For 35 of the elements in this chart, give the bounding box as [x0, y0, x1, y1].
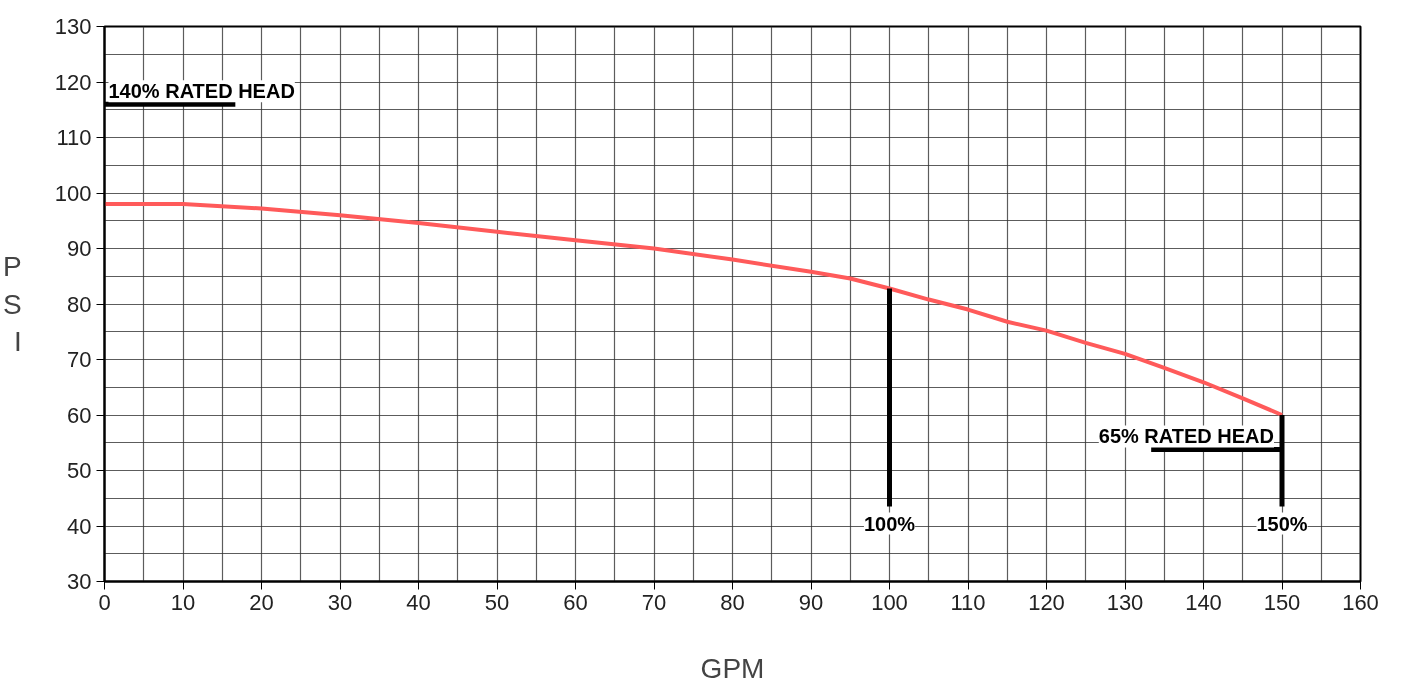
x-tick-label: 130: [1106, 589, 1144, 615]
x-tick-label: 50: [484, 589, 510, 615]
ref-line-label: 150%: [1256, 512, 1308, 535]
y-tick-label: 110: [56, 125, 92, 150]
y-axis-title: PSI: [3, 251, 22, 357]
ref-line-label: 100%: [863, 512, 916, 535]
x-tick-label: 0: [98, 589, 111, 615]
x-tick-label: 40: [406, 589, 431, 615]
x-tick-label: 110: [950, 589, 986, 615]
y-tick-label: 90: [67, 236, 92, 261]
y-tick-label: 30: [67, 569, 92, 594]
x-tick-label: 70: [641, 589, 667, 615]
x-tick-label: 120: [1028, 589, 1065, 615]
y-tick-label: 60: [67, 402, 92, 428]
y-tick-label: 40: [67, 513, 92, 539]
x-tick-label: 90: [798, 589, 824, 615]
ref-line-label: 65% RATED HEAD: [1098, 425, 1274, 448]
x-tick-label: 20: [249, 589, 274, 615]
x-tick-label: 10: [170, 589, 196, 615]
y-tick-label: 100: [54, 180, 92, 206]
x-tick-label: 60: [563, 589, 588, 615]
x-tick-label: 80: [720, 589, 745, 615]
y-tick-label: 120: [54, 69, 92, 95]
ref-line-label: 140% RATED HEAD: [108, 80, 295, 103]
x-tick-label: 150: [1263, 589, 1301, 615]
y-tick-label: 130: [54, 14, 92, 39]
x-tick-label: 30: [327, 589, 353, 615]
x-tick-label: 100: [871, 589, 908, 615]
y-tick-label: 70: [67, 347, 92, 372]
x-tick-label: 160: [1342, 589, 1379, 615]
y-tick-label: 50: [67, 458, 92, 483]
x-tick-label: 140: [1185, 589, 1222, 615]
x-axis-title: GPM: [700, 652, 765, 684]
y-tick-label: 80: [67, 291, 92, 317]
line-series: [104, 202, 1284, 417]
